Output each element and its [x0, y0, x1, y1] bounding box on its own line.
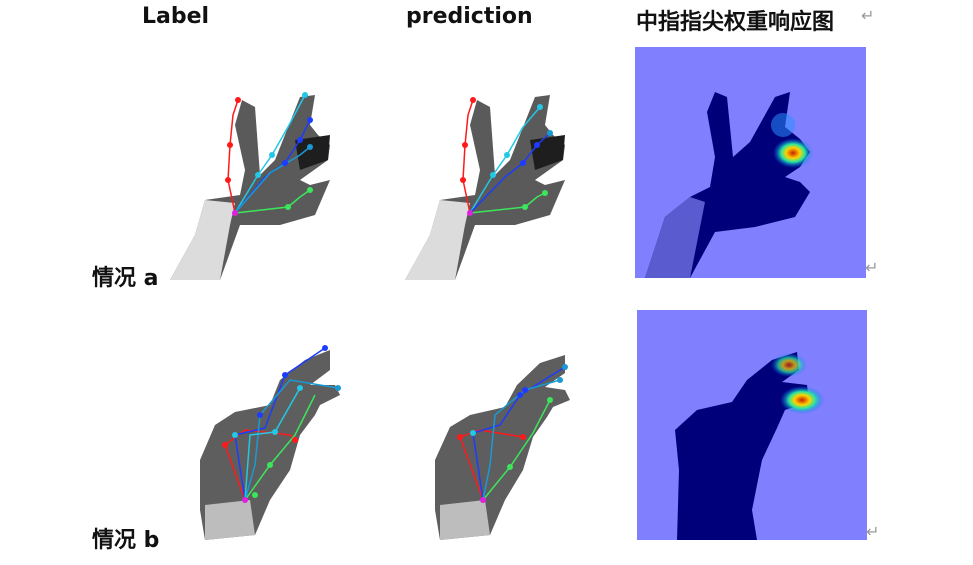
- panel-a-prediction: [395, 85, 595, 280]
- row-label-a: 情况 a: [92, 266, 159, 291]
- return-mark-a: ↵: [865, 258, 879, 277]
- column-header-label: Label: [142, 4, 210, 29]
- row-label-b: 情况 b: [92, 528, 160, 553]
- panel-b-prediction: [425, 345, 595, 545]
- panel-b-label: [190, 340, 360, 545]
- panel-b-heatmap: [637, 310, 867, 540]
- panel-a-label: [160, 85, 360, 280]
- return-mark: ↵: [861, 6, 875, 25]
- panel-a-heatmap: [635, 47, 866, 278]
- column-header-prediction: prediction: [406, 4, 533, 29]
- column-header-heatmap: 中指指尖权重响应图: [636, 10, 835, 35]
- return-mark-b: ↵: [866, 522, 880, 541]
